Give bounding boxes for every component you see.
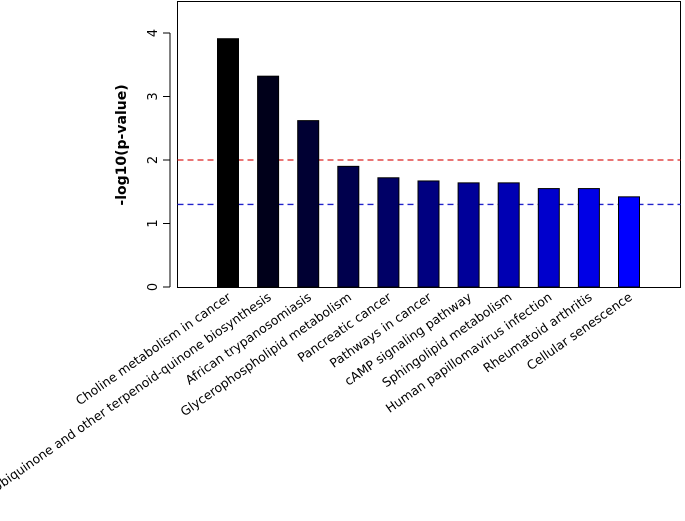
bar (297, 120, 320, 288)
y-tick-label: 3 (146, 92, 161, 100)
x-tick-label: Ubiquinone and other terpenoid-quinone b… (0, 289, 274, 495)
bar (457, 182, 480, 288)
y-tick-label: 4 (146, 29, 161, 37)
bar (217, 38, 239, 288)
bar (577, 188, 600, 288)
y-axis: 0 1 2 3 4 (146, 29, 171, 291)
bar (377, 177, 400, 288)
y-tick-label: 2 (146, 156, 161, 164)
bar (618, 196, 640, 288)
y-tick-label: 0 (146, 283, 161, 291)
y-axis-title: -log10(p-value) (114, 84, 130, 205)
bars (217, 38, 640, 288)
bar (417, 180, 440, 288)
bar (497, 182, 520, 288)
bar (337, 165, 360, 288)
y-tick-label: 1 (146, 219, 161, 227)
bar (537, 188, 560, 288)
bar (257, 75, 280, 288)
